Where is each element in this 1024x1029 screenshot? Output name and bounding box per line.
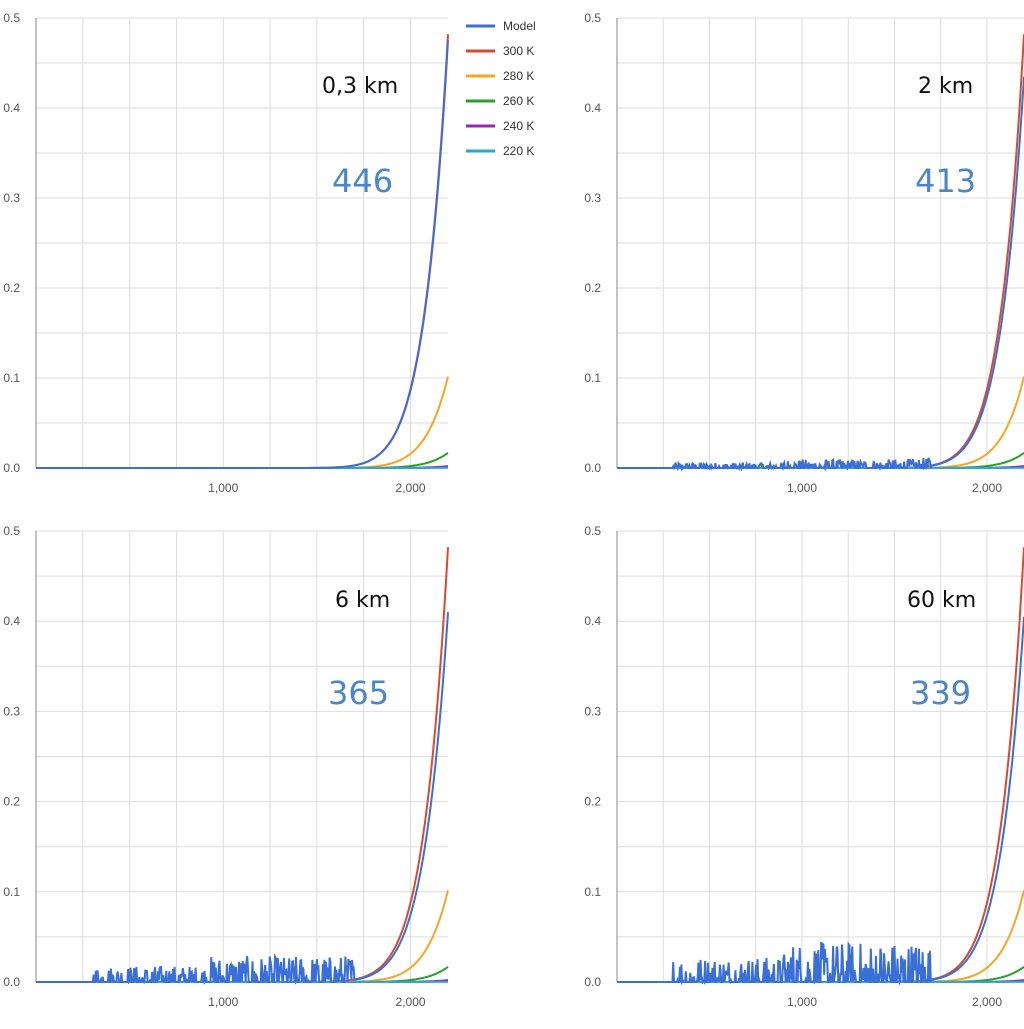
legend-label: 240 K bbox=[503, 119, 534, 133]
chart-panel-4: 0.0 0.1 0.2 0.3 0.4 0.5 1,000 2,000 60 km 339 bbox=[584, 524, 1024, 1009]
panel-label: 60 km bbox=[907, 588, 976, 613]
y-tick-label: 0.4 bbox=[584, 614, 601, 628]
legend-label: 300 K bbox=[503, 44, 534, 58]
y-tick-label: 0.4 bbox=[3, 614, 20, 628]
y-tick-label: 0.2 bbox=[584, 281, 601, 295]
series-line-model bbox=[617, 617, 1024, 982]
y-tick-label: 0.1 bbox=[3, 371, 20, 385]
y-tick-label: 0.3 bbox=[3, 191, 20, 205]
legend-item: 260 K bbox=[466, 94, 534, 108]
series-line-model bbox=[617, 77, 1024, 469]
y-tick-label: 0.3 bbox=[3, 704, 20, 718]
y-tick-label: 0.0 bbox=[3, 461, 20, 475]
series-line-300k bbox=[36, 34, 448, 468]
legend-item: 220 K bbox=[466, 144, 534, 158]
x-tick-label: 1,000 bbox=[787, 995, 817, 1009]
panel-value: 365 bbox=[328, 674, 389, 712]
y-tick-label: 0.5 bbox=[3, 524, 20, 538]
y-tick-label: 0.2 bbox=[3, 281, 20, 295]
y-tick-label: 0.1 bbox=[584, 885, 601, 899]
y-tick-label: 0.5 bbox=[584, 11, 601, 25]
series-line-280k bbox=[36, 377, 448, 468]
series-line-260k bbox=[36, 453, 448, 468]
panel-label: 2 km bbox=[918, 74, 973, 99]
chart-panel-1: 0.0 0.1 0.2 0.3 0.4 0.5 1,000 2,000 0,3 km 446 bbox=[3, 11, 448, 495]
series-line-280k bbox=[617, 377, 1024, 468]
y-tick-label: 0.2 bbox=[584, 795, 601, 809]
legend-item: 280 K bbox=[466, 69, 534, 83]
legend: Model 300 K 280 K 260 K 240 K 220 K bbox=[466, 19, 536, 158]
legend-label: 220 K bbox=[503, 144, 534, 158]
y-tick-label: 0.0 bbox=[584, 975, 601, 989]
y-tick-label: 0.1 bbox=[584, 371, 601, 385]
x-tick-label: 1,000 bbox=[208, 481, 238, 495]
legend-label: 280 K bbox=[503, 69, 534, 83]
legend-item: 240 K bbox=[466, 119, 534, 133]
y-tick-label: 0.0 bbox=[584, 461, 601, 475]
panel-label: 6 km bbox=[335, 588, 390, 613]
y-tick-label: 0.5 bbox=[3, 11, 20, 25]
x-tick-label: 1,000 bbox=[208, 995, 238, 1009]
series-line-300k bbox=[617, 34, 1024, 468]
y-tick-label: 0.5 bbox=[584, 524, 601, 538]
chart-panel-2: 0.0 0.1 0.2 0.3 0.4 0.5 1,000 2,000 2 km 413 bbox=[584, 11, 1024, 495]
panel-label: 0,3 km bbox=[322, 74, 398, 99]
chart-panel-3: 0.0 0.1 0.2 0.3 0.4 0.5 1,000 2,000 6 km 365 bbox=[3, 524, 448, 1009]
y-tick-label: 0.3 bbox=[584, 191, 601, 205]
x-tick-label: 2,000 bbox=[972, 995, 1002, 1009]
series-line-model bbox=[36, 612, 448, 982]
x-tick-label: 2,000 bbox=[396, 481, 426, 495]
y-tick-label: 0.3 bbox=[584, 704, 601, 718]
x-tick-label: 1,000 bbox=[787, 481, 817, 495]
x-tick-label: 2,000 bbox=[396, 995, 426, 1009]
y-tick-label: 0.4 bbox=[3, 101, 20, 115]
series-line-model bbox=[36, 41, 448, 469]
panel-value: 446 bbox=[332, 162, 393, 200]
legend-label: 260 K bbox=[503, 94, 534, 108]
panel-value: 413 bbox=[915, 162, 976, 200]
legend-item: Model bbox=[466, 19, 536, 33]
panel-value: 339 bbox=[910, 674, 971, 712]
legend-label: Model bbox=[503, 19, 536, 33]
y-tick-label: 0.1 bbox=[3, 885, 20, 899]
y-tick-label: 0.0 bbox=[3, 975, 20, 989]
x-tick-label: 2,000 bbox=[972, 481, 1002, 495]
y-tick-label: 0.4 bbox=[584, 101, 601, 115]
y-tick-label: 0.2 bbox=[3, 795, 20, 809]
legend-item: 300 K bbox=[466, 44, 534, 58]
